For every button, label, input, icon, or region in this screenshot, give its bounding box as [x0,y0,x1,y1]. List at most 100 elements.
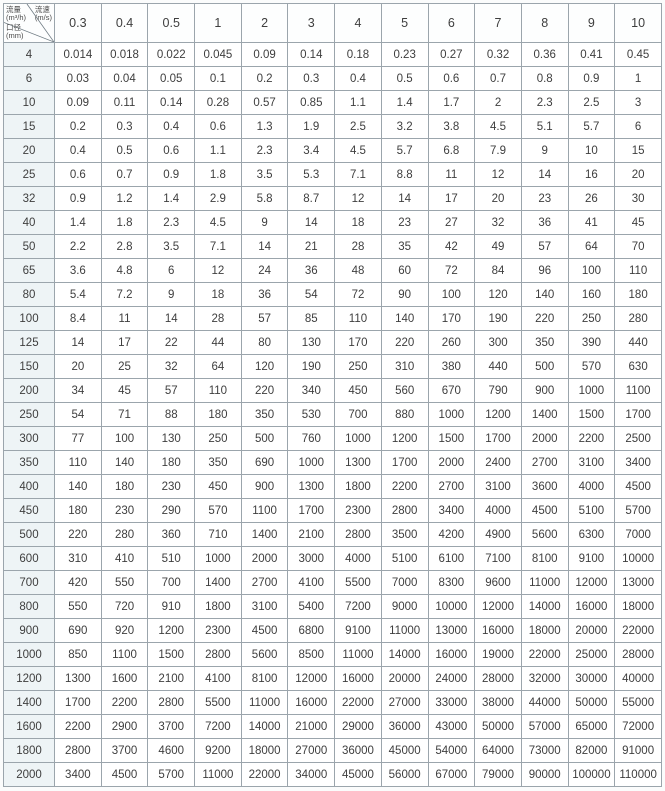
flow-value-cell: 3.5 [240,162,289,187]
flow-value-cell: 49 [474,234,522,259]
corner-velocity-label: 流速 (m/s) [34,5,52,22]
flow-value-cell: 9100 [567,546,616,571]
table-row: 4 0.014 0.018 0.022 0.045 0.09 0.14 0.18 0.23 0.2… [3,42,662,67]
flow-value-cell: 8100 [520,546,569,571]
flow-value-cell: 28000 [474,666,522,691]
flow-value-cell: 0.03 [54,66,102,91]
diameter-cell: 1800 [3,738,55,763]
table-row: 15 0.2 0.3 0.4 0.6 1.3 1.9 2.5 3.2 3.8 4.5 5.1 5.7 6 [3,114,662,139]
flow-value-cell: 11 [100,306,149,331]
flow-value-cell: 34 [54,378,102,403]
flow-value-cell: 9 [240,210,289,235]
flow-value-cell: 0.022 [147,42,196,67]
flow-value-cell: 19000 [474,642,522,667]
flow-value-cell: 1100 [614,378,662,403]
flow-value-cell: 700 [147,570,196,595]
flow-value-cell: 2100 [287,522,336,547]
flow-value-cell: 2.5 [567,90,616,115]
table-row: 350 110 140 180 350 690 1000 1300 1700 2000 2400 27… [3,450,662,475]
flow-value-cell: 1300 [54,666,102,691]
flow-value-cell: 90 [380,282,429,307]
flow-value-cell: 550 [54,594,102,619]
flow-value-cell: 3700 [147,714,196,739]
flow-value-cell: 140 [54,474,102,499]
flow-value-cell: 310 [380,354,429,379]
flow-value-cell: 1.4 [147,186,196,211]
flow-value-cell: 4.8 [100,258,149,283]
table-row: 450 180 230 290 570 1100 1700 2300 2800 3400 4000 4… [3,498,662,523]
flow-value-cell: 9 [520,138,569,163]
flow-value-cell: 5.7 [380,138,429,163]
table-row: 700 420 550 700 1400 2700 4100 5500 7000 8300 9600… [3,570,662,595]
flow-value-cell: 57 [147,378,196,403]
flow-value-cell: 4100 [287,570,336,595]
flow-value-cell: 20 [474,186,522,211]
flow-value-cell: 510 [147,546,196,571]
table-row: 900 690 920 1200 2300 4500 6800 9100 11000 13000 1… [3,618,662,643]
flow-value-cell: 43000 [427,714,476,739]
flow-value-cell: 2.3 [520,90,569,115]
flow-value-cell: 7100 [474,546,522,571]
flow-value-cell: 0.14 [287,42,336,67]
flow-value-cell: 500 [520,354,569,379]
flow-value-cell: 3400 [614,450,662,475]
flow-value-cell: 160 [567,282,616,307]
flow-value-cell: 220 [54,522,102,547]
flow-value-cell: 100000 [567,762,616,787]
flow-value-cell: 0.2 [54,114,102,139]
flow-value-cell: 11000 [240,690,289,715]
flow-value-cell: 0.2 [240,66,289,91]
flow-value-cell: 73000 [520,738,569,763]
flow-value-cell: 250 [334,354,382,379]
flow-value-cell: 0.8 [520,66,569,91]
table-row: 80 5.4 7.2 9 18 36 54 72 90 100 120 140 160 180 [3,282,662,307]
flow-value-cell: 100 [567,258,616,283]
diameter-cell: 1000 [3,642,55,667]
diameter-cell: 900 [3,618,55,643]
flow-value-cell: 72 [427,258,476,283]
flow-value-cell: 27000 [380,690,429,715]
velocity-header-cell: 3 [287,3,336,43]
flow-value-cell: 18000 [614,594,662,619]
flow-value-cell: 2800 [334,522,382,547]
flow-value-cell: 7.2 [100,282,149,307]
flow-value-cell: 3100 [567,450,616,475]
flow-value-cell: 27000 [287,738,336,763]
flow-value-cell: 0.018 [100,42,149,67]
flow-value-cell: 410 [100,546,149,571]
flow-value-cell: 350 [194,450,242,475]
flow-value-cell: 5500 [194,690,242,715]
flow-value-cell: 16000 [427,642,476,667]
diameter-cell: 32 [3,186,55,211]
flow-value-cell: 2200 [380,474,429,499]
flow-value-cell: 3.4 [287,138,336,163]
velocity-header-row: 流量 (m³/h) 流速 (m/s) 口径 (mm) 0.3 0.4 0.5 1 2 3 4 5 6 7… [3,3,662,43]
flow-value-cell: 0.09 [54,90,102,115]
flow-value-cell: 2300 [334,498,382,523]
flow-value-cell: 1.8 [194,162,242,187]
flow-value-cell: 1500 [567,402,616,427]
flow-value-cell: 29000 [334,714,382,739]
flow-value-cell: 4500 [614,474,662,499]
flow-value-cell: 1.9 [287,114,336,139]
flow-value-cell: 79000 [474,762,522,787]
flow-value-cell: 110 [194,378,242,403]
table-row: 500 220 280 360 710 1400 2100 2800 3500 4200 4900 5… [3,522,662,547]
flow-value-cell: 41 [567,210,616,235]
flow-value-cell: 3 [614,90,662,115]
flow-value-cell: 300 [474,330,522,355]
flow-value-cell: 1000 [567,378,616,403]
flow-value-cell: 10000 [614,546,662,571]
flow-value-cell: 24000 [427,666,476,691]
flow-value-cell: 130 [147,426,196,451]
flow-value-cell: 390 [567,330,616,355]
diameter-cell: 15 [3,114,55,139]
flow-value-cell: 2000 [520,426,569,451]
flow-value-cell: 1.8 [100,210,149,235]
corner-header-cell: 流量 (m³/h) 流速 (m/s) 口径 (mm) [3,3,55,43]
flow-value-cell: 0.7 [474,66,522,91]
flow-value-cell: 55000 [614,690,662,715]
table-row: 800 550 720 910 1800 3100 5400 7200 9000 10000 120… [3,594,662,619]
table-row: 300 77 100 130 250 500 760 1000 1200 1500 1700 2000… [3,426,662,451]
flow-value-cell: 11 [427,162,476,187]
